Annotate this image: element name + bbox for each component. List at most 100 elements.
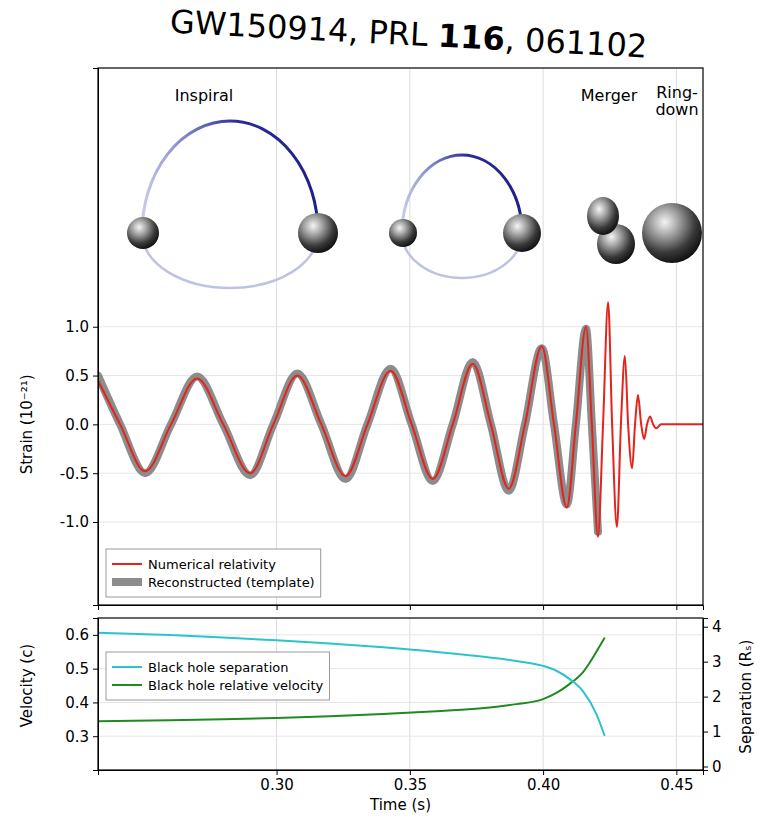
- grid-line: [543, 618, 544, 770]
- tick: 0.4: [65, 694, 98, 712]
- tick-label: -1.0: [60, 513, 89, 531]
- black-hole: [127, 217, 159, 249]
- tick-mark: [93, 327, 98, 328]
- tick-mark: [543, 605, 544, 610]
- series-group: [98, 302, 703, 536]
- tick: 0.3: [65, 728, 98, 746]
- legend-label: Numerical relativity: [148, 557, 276, 572]
- tick-mark: [410, 605, 411, 610]
- black-hole: [298, 213, 338, 253]
- tick: 0.0: [65, 416, 98, 434]
- tick: 4: [703, 618, 722, 636]
- tick-mark: [410, 770, 411, 775]
- tick: [410, 605, 411, 610]
- tick-label: -0.5: [60, 464, 89, 482]
- grid-line: [676, 618, 677, 770]
- annotation: Inspiral: [175, 86, 234, 105]
- tick: 3: [703, 653, 722, 671]
- tick: [543, 605, 544, 610]
- tick-label: 0.4: [65, 694, 89, 712]
- orbit-front: [142, 121, 318, 233]
- y-axis: 0.3 0.4 0.5 0.6: [65, 619, 98, 771]
- annotation: Ring-down: [655, 83, 698, 119]
- grid-line: [409, 68, 410, 605]
- black-hole: [389, 219, 417, 247]
- tick-label: 1: [712, 723, 722, 741]
- legend-swatch: [112, 563, 142, 565]
- tick: 0.5: [65, 660, 98, 678]
- tick-mark: [703, 732, 708, 733]
- tick: 0.30: [260, 770, 293, 794]
- y2-axis: 0 1 2 3 4: [703, 618, 722, 776]
- tick-mark: [93, 473, 98, 474]
- tick: 1: [703, 723, 722, 741]
- grid-line: [98, 522, 703, 523]
- tick: 0.5: [65, 367, 98, 385]
- tick: [676, 605, 677, 610]
- tick-mark: [676, 605, 677, 610]
- tick-mark: [703, 697, 708, 698]
- tick-label: 0: [712, 758, 722, 776]
- axis-line: [704, 619, 709, 771]
- axis-line: [99, 606, 704, 611]
- grid: [98, 618, 703, 770]
- tick-label: 0.5: [65, 367, 89, 385]
- grid-line: [543, 68, 544, 605]
- tick-label: 0.45: [660, 776, 693, 794]
- tick-label: 0.3: [65, 728, 89, 746]
- series-line: [98, 302, 703, 536]
- tick: 2: [703, 688, 722, 706]
- tick: 0.6: [65, 626, 98, 644]
- plot-frame: [98, 68, 703, 605]
- tick-label: 0.6: [65, 626, 89, 644]
- x-axis: 0.30 0.35 0.40 0.45: [99, 770, 704, 794]
- panel: -1.0 -0.5 0.0 0.5 1.0: [60, 68, 704, 610]
- y-axis-title: Strain (10⁻²¹): [18, 374, 36, 474]
- grid-line: [98, 326, 703, 327]
- merger-lobe: [587, 197, 619, 235]
- tick: 0.35: [394, 770, 427, 794]
- tick: [277, 605, 278, 610]
- tick-label: 2: [712, 688, 722, 706]
- black-hole: [503, 214, 541, 252]
- tick-mark: [93, 522, 98, 523]
- axis-line: [93, 69, 99, 606]
- tick: 0: [703, 758, 722, 776]
- black-hole: [642, 203, 702, 263]
- x-axis-title: Time (s): [369, 796, 431, 814]
- annotation: Merger: [581, 86, 638, 105]
- grid-line: [676, 68, 677, 605]
- orbit-back: [402, 233, 522, 278]
- plot-background: [98, 618, 703, 770]
- tick-mark: [676, 770, 677, 775]
- tick-label: 0.40: [527, 776, 560, 794]
- legend-swatch: [112, 666, 142, 668]
- legend-swatch: [112, 684, 142, 686]
- orbit-front: [402, 155, 522, 233]
- axis-line: [99, 771, 704, 776]
- grid-line: [98, 473, 703, 474]
- panel: 0.30 0.35 0.40 0.45 0.3 0.4 0.5 0.6 0 1 2 3 4: [65, 618, 721, 794]
- tick-mark: [93, 736, 98, 737]
- tick-mark: [703, 767, 708, 768]
- tick: 1.0: [65, 318, 98, 336]
- series-line: [98, 638, 604, 721]
- orbit-back: [142, 233, 318, 288]
- tick-label: 0.35: [394, 776, 427, 794]
- legend-label: Reconstructed (template): [148, 575, 315, 590]
- tick-mark: [93, 702, 98, 703]
- grid-line: [409, 618, 410, 770]
- legend-label: Black hole separation: [148, 660, 288, 675]
- legend-box: [106, 549, 321, 597]
- tick-mark: [703, 627, 708, 628]
- tick-label: 4: [712, 618, 722, 636]
- tick-label: 1.0: [65, 318, 89, 336]
- tick: 0.40: [527, 770, 560, 794]
- tick-mark: [543, 770, 544, 775]
- plot-frame: [98, 618, 703, 770]
- tick-mark: [93, 669, 98, 670]
- tick-mark: [93, 635, 98, 636]
- axis-line: [93, 619, 99, 771]
- y2-axis-title: Separation (Rₛ): [737, 640, 755, 754]
- tick: -1.0: [60, 513, 98, 531]
